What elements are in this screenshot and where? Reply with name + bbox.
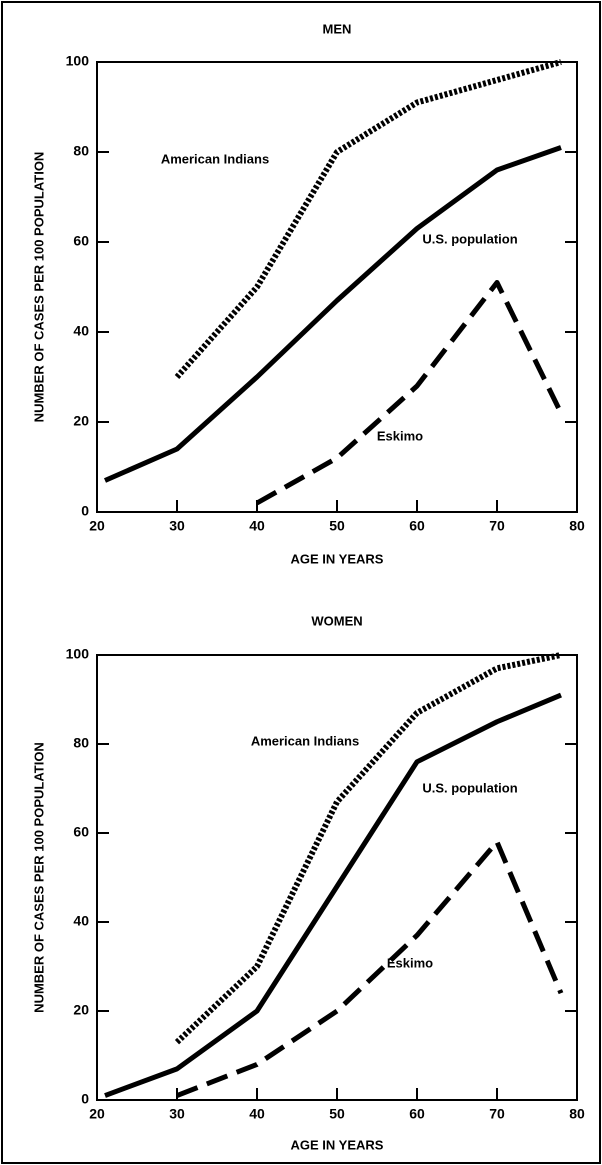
- series-label: Eskimo: [377, 428, 423, 443]
- y-tick-label: 60: [73, 233, 89, 249]
- x-tick-label: 40: [249, 518, 265, 534]
- series-line: [174, 652, 562, 1045]
- series-label: U.S. population: [422, 780, 517, 795]
- series-label: American Indians: [251, 733, 359, 748]
- x-tick-label: 70: [489, 1106, 505, 1122]
- y-tick-label: 0: [81, 1091, 89, 1107]
- x-axis-label: AGE IN YEARS: [291, 1137, 384, 1152]
- y-tick-label: 20: [73, 1002, 89, 1018]
- y-tick-label: 100: [66, 646, 90, 662]
- y-tick-label: 40: [73, 913, 89, 929]
- x-tick-label: 50: [329, 1106, 345, 1122]
- y-tick-label: 60: [73, 824, 89, 840]
- series-label: Eskimo: [387, 955, 433, 970]
- series-line: [176, 839, 564, 1098]
- series-line: [104, 692, 562, 1098]
- x-tick-label: 60: [409, 518, 425, 534]
- y-axis-label: NUMBER OF CASES PER 100 POPULATION: [31, 742, 46, 1013]
- y-tick-label: 100: [66, 53, 90, 69]
- plot-frame: [96, 61, 578, 513]
- x-tick-label: 30: [169, 518, 185, 534]
- series-label: U.S. population: [422, 231, 517, 246]
- x-tick-label: 50: [329, 518, 345, 534]
- y-tick-label: 20: [73, 413, 89, 429]
- series-label: American Indians: [161, 151, 269, 166]
- y-tick-label: 0: [81, 503, 89, 519]
- chart-title: WOMEN: [311, 613, 362, 628]
- x-tick-label: 80: [569, 518, 585, 534]
- y-tick-label: 80: [73, 143, 89, 159]
- series-line: [103, 145, 562, 483]
- x-tick-label: 80: [569, 1106, 585, 1122]
- series-line: [174, 59, 562, 379]
- plot-frame: [96, 654, 578, 1101]
- x-tick-label: 30: [169, 1106, 185, 1122]
- x-tick-label: 60: [409, 1106, 425, 1122]
- x-tick-label: 20: [89, 1106, 105, 1122]
- series-line: [255, 280, 564, 506]
- x-tick-label: 20: [89, 518, 105, 534]
- chart-title: MEN: [323, 21, 352, 36]
- y-axis-label: NUMBER OF CASES PER 100 POPULATION: [31, 152, 46, 423]
- y-tick-label: 80: [73, 735, 89, 751]
- x-axis-label: AGE IN YEARS: [291, 551, 384, 566]
- y-tick-label: 40: [73, 323, 89, 339]
- x-tick-label: 70: [489, 518, 505, 534]
- x-tick-label: 40: [249, 1106, 265, 1122]
